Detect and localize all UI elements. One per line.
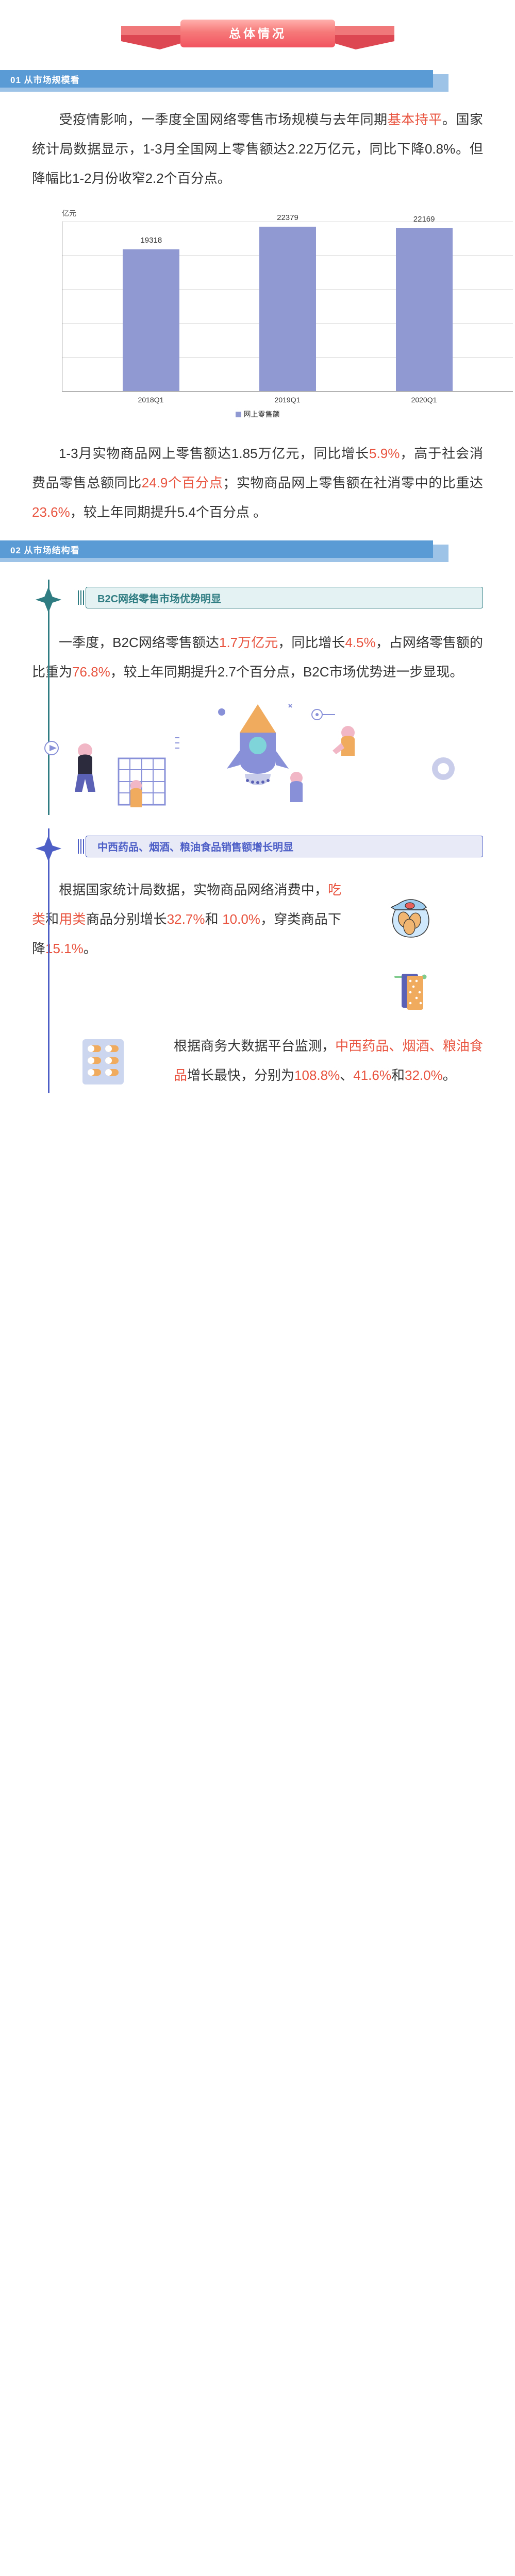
svg-text:总体情况: 总体情况 — [229, 27, 287, 40]
